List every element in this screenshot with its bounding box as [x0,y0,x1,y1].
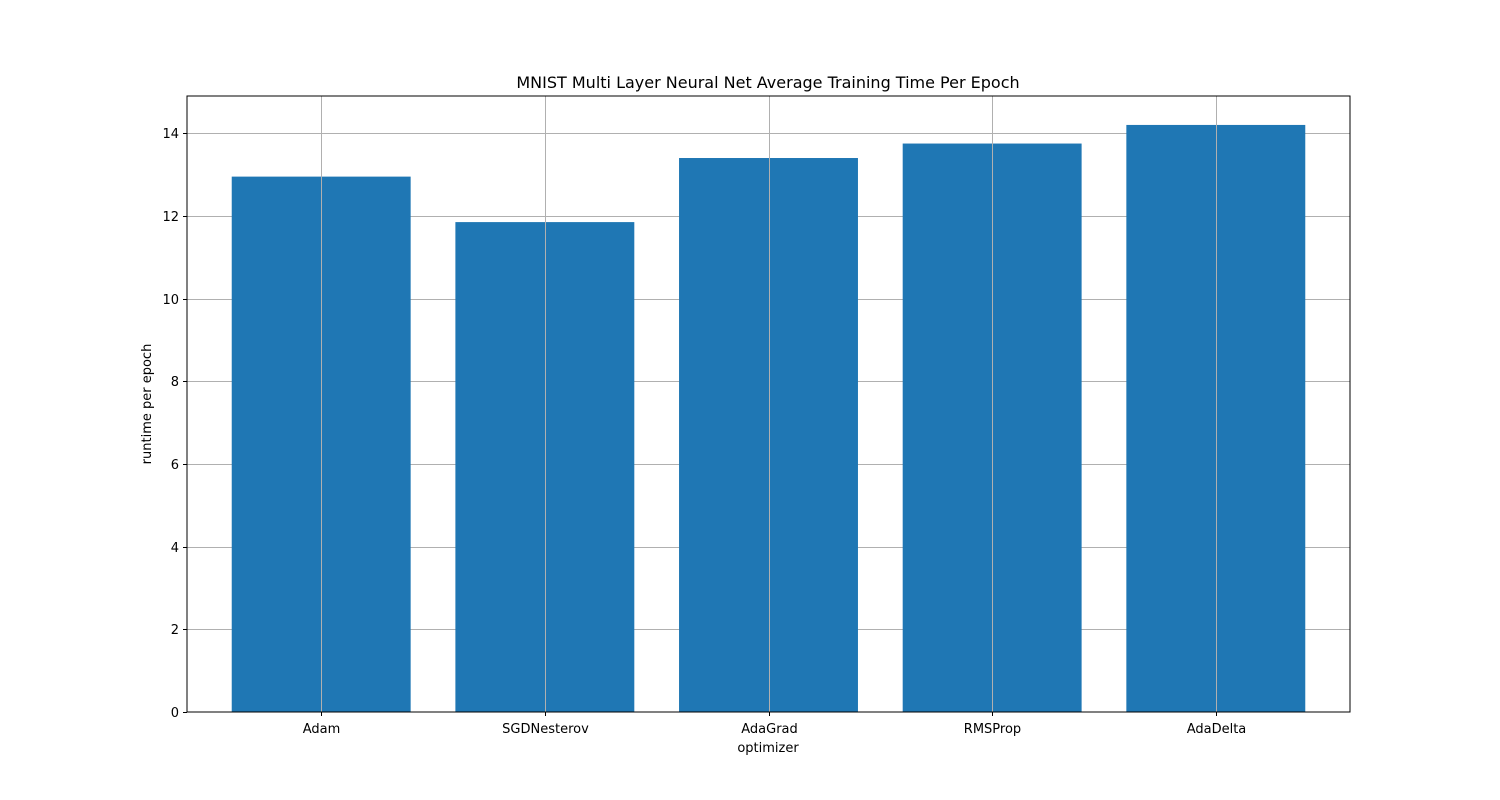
y-tick-label: 0 [171,706,179,721]
y-tick-label: 4 [171,541,179,556]
x-grid-lines [321,96,1217,712]
y-tick-label: 8 [171,375,179,390]
bars [231,124,1306,713]
y-tick-label: 12 [162,210,179,225]
axes-frame [186,95,1351,713]
y-axis-ticks: 0 2 4 6 8 10 12 14 [162,127,187,721]
y-tick-label: 10 [162,293,179,308]
bar-adadelta [1126,124,1306,713]
x-tick-label: RMSProp [964,722,1021,737]
y-axis-label: runtime per epoch [140,344,155,465]
y-tick-label: 14 [162,127,179,142]
chart-title: MNIST Multi Layer Neural Net Average Tra… [516,73,1019,92]
x-tick-label: Adam [303,722,341,737]
x-axis-label: optimizer [737,741,799,756]
bar-adagrad [679,158,858,712]
y-tick-label: 6 [171,458,179,473]
y-tick-label: 2 [171,623,179,638]
x-axis-ticks: Adam SGDNesterov AdaGrad RMSProp AdaDelta [303,712,1247,737]
bar-sgdnesterov [455,222,635,712]
x-tick-label: SGDNesterov [502,722,589,737]
x-tick-label: AdaDelta [1187,722,1247,737]
x-tick-label: AdaGrad [741,722,798,737]
